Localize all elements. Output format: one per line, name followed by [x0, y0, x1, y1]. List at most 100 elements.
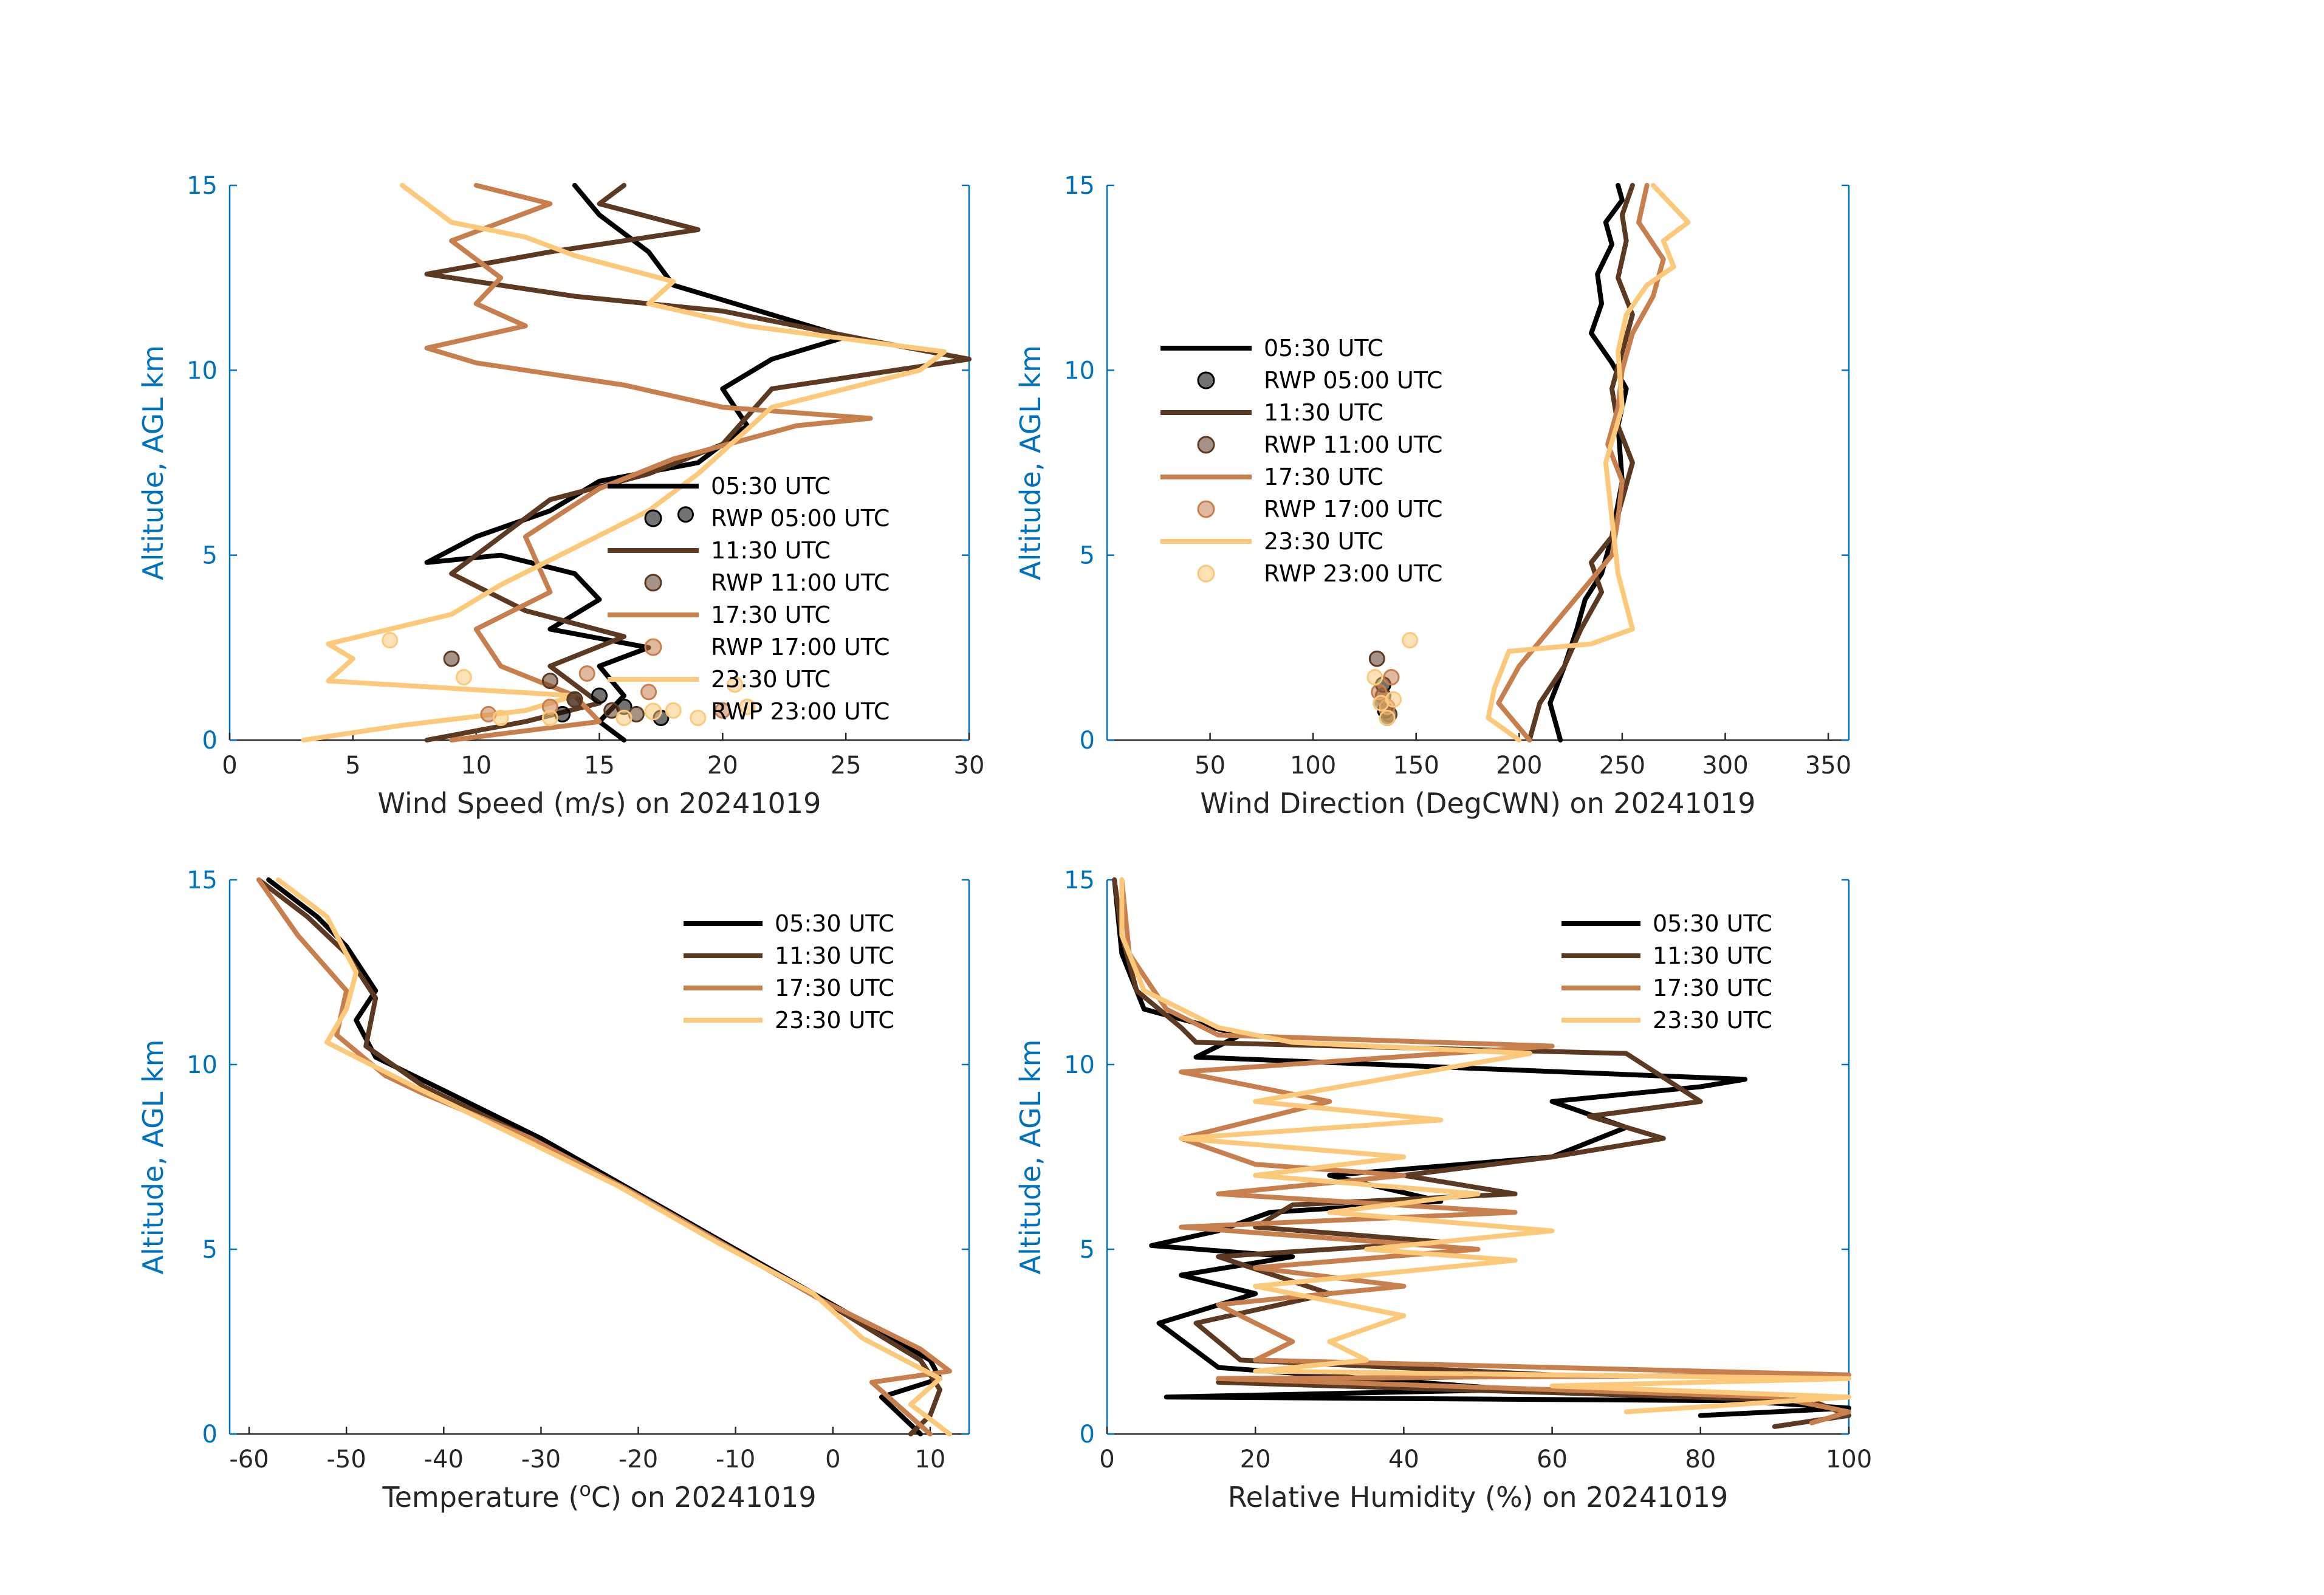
x-axis-label: Relative Humidity (%) on 20241019: [1228, 1481, 1729, 1514]
legend-label: 17:30 UTC: [1653, 975, 1772, 1001]
x-tick-label: 30: [954, 752, 985, 780]
y-axis-label: Altitude, AGL km: [137, 1039, 170, 1274]
x-tick-label: 0: [1099, 1446, 1114, 1473]
rwp-point: [566, 691, 583, 708]
legend-label: 05:30 UTC: [711, 473, 831, 499]
rwp-point: [1383, 669, 1400, 686]
rwp-point: [603, 702, 620, 719]
rwp-point: [640, 684, 657, 701]
y-tick-label: 0: [202, 1421, 218, 1449]
series-line-4: [301, 183, 947, 743]
rwp-point: [541, 709, 558, 726]
x-tick-label: 40: [1388, 1446, 1419, 1473]
legend-label: RWP 23:00 UTC: [1264, 560, 1442, 587]
x-tick-label: 25: [831, 752, 862, 780]
rwp-point: [591, 687, 608, 704]
rwp-point: [690, 709, 707, 726]
x-tick-label: -30: [521, 1446, 561, 1473]
y-tick-label: 10: [1064, 1051, 1095, 1079]
rwp-point: [455, 669, 472, 686]
x-tick-label: 100: [1826, 1446, 1872, 1473]
rwp-point: [492, 709, 509, 726]
rwp-point: [615, 709, 632, 726]
x-tick-label: 200: [1496, 752, 1542, 780]
x-tick-label: 150: [1393, 752, 1439, 780]
rwp-point: [727, 676, 744, 693]
legend-label: 05:30 UTC: [775, 910, 894, 937]
rwp-point: [541, 673, 558, 690]
legend-marker-swatch: [1197, 371, 1215, 389]
y-tick-label: 10: [1064, 357, 1095, 385]
x-tick-label: 5: [345, 752, 360, 780]
x-tick-label: -60: [229, 1446, 269, 1473]
legend-label: RWP 17:00 UTC: [1264, 496, 1442, 523]
series-line-2: [1527, 183, 1635, 743]
legend-label: RWP 17:00 UTC: [711, 634, 889, 660]
x-axis-label: Temperature (oC) on 20241019: [382, 1478, 816, 1514]
legend-marker-swatch: [644, 509, 662, 527]
legend-label: 23:30 UTC: [775, 1007, 894, 1034]
rwp-point: [1402, 632, 1419, 649]
series-line-4: [1119, 877, 1851, 1415]
rwp-point: [665, 702, 682, 719]
legend-label: RWP 05:00 UTC: [711, 505, 889, 532]
x-tick-label: 300: [1702, 752, 1748, 780]
rwp-point: [677, 506, 694, 523]
series-line-1: [424, 183, 849, 743]
x-tick-label: 80: [1685, 1446, 1716, 1473]
y-tick-label: 10: [187, 357, 218, 385]
y-tick-label: 15: [1064, 866, 1095, 894]
legend-label: 17:30 UTC: [1264, 464, 1383, 490]
x-tick-label: 0: [825, 1446, 840, 1473]
x-tick-label: 0: [222, 752, 237, 780]
legend-label: 05:30 UTC: [1653, 910, 1772, 937]
legend-label: 17:30 UTC: [711, 602, 831, 628]
legend-label: RWP 05:00 UTC: [1264, 367, 1442, 394]
x-tick-label: 15: [584, 752, 615, 780]
y-tick-label: 15: [187, 866, 218, 894]
y-tick-label: 15: [1064, 172, 1095, 200]
y-tick-label: 0: [1080, 1421, 1095, 1449]
x-axis-label: Wind Direction (DegCWN) on 20241019: [1200, 787, 1755, 820]
rwp-point: [1385, 691, 1402, 708]
y-tick-label: 0: [202, 727, 218, 755]
rwp-point: [443, 650, 460, 667]
legend-label: 23:30 UTC: [1264, 528, 1383, 555]
legend-label: 23:30 UTC: [711, 666, 831, 693]
legend: 05:30 UTC 11:30 UTC 17:30 UTC 23:30 UTC: [1561, 910, 1772, 1034]
legend-label: 23:30 UTC: [1653, 1007, 1772, 1034]
legend-label: 05:30 UTC: [1264, 335, 1383, 362]
x-tick-label: 50: [1195, 752, 1225, 780]
x-tick-label: -50: [326, 1446, 366, 1473]
y-axis-label: Altitude, AGL km: [1014, 1039, 1047, 1274]
legend-marker-swatch: [644, 702, 662, 721]
rwp-point: [578, 665, 595, 682]
legend-label: RWP 23:00 UTC: [711, 698, 889, 725]
x-tick-label: 60: [1537, 1446, 1568, 1473]
series-line-4: [1486, 183, 1691, 743]
panel-wind_direction: 50 100 150 200 250 300 350 0 5 10 15 Wind Direction…: [1014, 172, 1851, 820]
x-tick-label: 10: [461, 752, 492, 780]
rwp-point: [714, 702, 731, 719]
panel-temperature: -60 -50 -40 -30 -20 -10 0 10 0 5 10 15 Temperature (…: [137, 866, 970, 1514]
legend-label: RWP 11:00 UTC: [711, 569, 889, 596]
y-tick-label: 0: [1080, 727, 1095, 755]
legend-label: 17:30 UTC: [775, 975, 894, 1001]
y-tick-label: 15: [187, 172, 218, 200]
legend-marker-swatch: [1197, 500, 1215, 518]
x-tick-label: 20: [1240, 1446, 1271, 1473]
y-tick-label: 5: [202, 1236, 218, 1264]
x-tick-label: 10: [914, 1446, 945, 1473]
rwp-point: [382, 632, 399, 649]
series-line-3: [424, 183, 873, 743]
x-axis-label: Wind Speed (m/s) on 20241019: [378, 787, 821, 820]
y-axis-label: Altitude, AGL km: [1014, 345, 1047, 580]
series-line-3: [256, 877, 952, 1436]
rwp-point: [1379, 709, 1396, 726]
panel-relative_humidity: 0 20 40 60 80 100 0 5 10 15 Relative Humidity (%) …: [1014, 866, 1872, 1514]
y-axis-label: Altitude, AGL km: [137, 345, 170, 580]
legend-label: 11:30 UTC: [711, 537, 831, 564]
legend: 05:30 UTC 11:30 UTC 17:30 UTC 23:30 UTC: [684, 910, 894, 1034]
legend: 05:30 UTC RWP 05:00 UTC 11:30 UTC RWP 11:00…: [608, 473, 889, 725]
